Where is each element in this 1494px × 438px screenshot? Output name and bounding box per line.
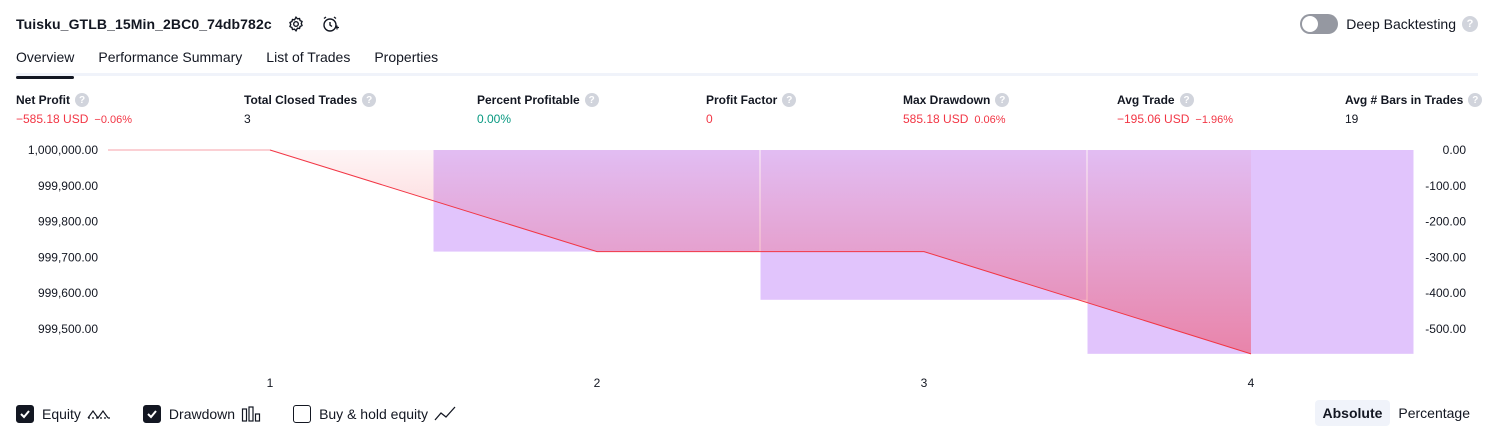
metric-label: Percent Profitable: [477, 93, 580, 107]
buy-hold-label: Buy & hold equity: [319, 406, 429, 422]
metric-value: 3: [244, 112, 251, 126]
metric-max-drawdown: Max Drawdown? 585.18 USD 0.06%: [903, 93, 1010, 126]
x-axis-tick-label: 2: [594, 376, 601, 390]
report-header: Tuisku_GTLB_15Min_2BC0_74db782c: [16, 12, 340, 36]
right-axis-tick-label: -300.00: [1425, 250, 1466, 264]
left-axis-tick-label: 1,000,000.00: [28, 143, 98, 157]
deep-backtesting-label: Deep Backtesting: [1346, 16, 1456, 32]
deep-backtesting-toggle[interactable]: [1300, 14, 1339, 34]
x-axis-tick-label: 1: [267, 376, 274, 390]
metric-label: Avg Trade: [1117, 93, 1175, 107]
metric-percent: −0.06%: [94, 114, 133, 126]
equity-area: [270, 150, 1251, 354]
metric-value: −195.06 USD: [1117, 112, 1190, 126]
left-axis-tick-label: 999,600.00: [38, 286, 98, 300]
bars-icon: [241, 406, 261, 422]
metric-percent: −1.96%: [1195, 114, 1234, 126]
metric-total-closed-trades: Total Closed Trades? 3: [244, 93, 377, 126]
help-icon[interactable]: ?: [1468, 93, 1483, 107]
metric-percent-profitable: Percent Profitable? 0.00%: [477, 93, 599, 126]
metric-value: 0.00%: [477, 112, 512, 126]
metric-avg-trade: Avg Trade? −195.06 USD −1.96%: [1117, 93, 1233, 126]
metric-value: 585.18 USD: [903, 112, 969, 126]
chart-legend: Equity Drawdown Buy & hold equity: [16, 402, 488, 426]
left-axis-tick-label: 999,500.00: [38, 322, 98, 336]
equity-line-icon: [87, 406, 111, 422]
drawdown-checkbox[interactable]: [142, 405, 161, 423]
right-axis-tick-label: -400.00: [1425, 286, 1466, 300]
right-axis-tick-label: 0.00: [1443, 143, 1467, 157]
help-icon[interactable]: ?: [1462, 16, 1478, 32]
absolute-button[interactable]: Absolute: [1314, 400, 1391, 426]
tab-overview[interactable]: Overview: [16, 46, 75, 79]
legend-buy-hold-equity[interactable]: Buy & hold equity: [293, 405, 456, 423]
left-axis-tick-label: 999,900.00: [38, 179, 98, 193]
help-icon[interactable]: ?: [362, 93, 377, 107]
equity-chart[interactable]: 1,000,000.00 999,900.00 999,800.00 999,700.…: [0, 136, 1494, 398]
help-icon[interactable]: ?: [1179, 93, 1194, 107]
metric-percent: 0.06%: [974, 114, 1006, 126]
buy-hold-checkbox[interactable]: [293, 405, 312, 423]
metric-label: Max Drawdown: [903, 93, 991, 107]
metric-label: Total Closed Trades: [244, 93, 358, 107]
metric-value: 0: [706, 112, 713, 126]
right-axis-tick-label: -100.00: [1425, 179, 1466, 193]
metric-net-profit: Net Profit? −585.18 USD −0.06%: [16, 93, 132, 126]
metric-value: −585.18 USD: [16, 112, 89, 126]
x-axis-tick-label: 3: [921, 376, 928, 390]
metric-label: Avg # Bars in Trades: [1345, 93, 1464, 107]
equity-checkbox[interactable]: [16, 405, 34, 423]
deep-backtesting: Deep Backtesting ?: [1300, 13, 1478, 35]
legend-equity[interactable]: Equity: [16, 405, 111, 423]
metrics-row: Net Profit? −585.18 USD −0.06% Total Clos…: [16, 93, 1483, 133]
trend-line-icon: [434, 406, 456, 422]
help-icon[interactable]: ?: [584, 93, 599, 107]
tab-list-of-trades[interactable]: List of Trades: [266, 49, 351, 65]
alarm-clock-plus-icon[interactable]: [320, 14, 340, 34]
metric-profit-factor: Profit Factor? 0: [706, 93, 797, 126]
tab-performance-summary[interactable]: Performance Summary: [98, 49, 243, 65]
right-axis-tick-label: -500.00: [1425, 322, 1466, 336]
legend-drawdown[interactable]: Drawdown: [142, 405, 261, 423]
report-tabs: Overview Performance Summary List of Tra…: [16, 46, 1478, 79]
help-icon[interactable]: ?: [995, 93, 1010, 107]
right-axis-tick-label: -200.00: [1425, 215, 1466, 229]
drawdown-label: Drawdown: [168, 406, 236, 422]
percentage-button[interactable]: Percentage: [1398, 405, 1470, 421]
metric-label: Profit Factor: [706, 93, 778, 107]
metric-avg-bars-in-trades: Avg # Bars in Trades? 19: [1345, 93, 1483, 126]
metric-value: 19: [1345, 112, 1359, 126]
metric-label: Net Profit: [16, 93, 70, 107]
left-axis-tick-label: 999,800.00: [38, 215, 98, 229]
scale-mode-switch: Absolute Percentage: [1314, 400, 1479, 426]
gear-icon[interactable]: [286, 14, 306, 34]
strategy-title: Tuisku_GTLB_15Min_2BC0_74db782c: [16, 16, 272, 32]
help-icon[interactable]: ?: [782, 93, 797, 107]
tab-properties[interactable]: Properties: [374, 49, 439, 65]
left-axis-tick-label: 999,700.00: [38, 250, 98, 264]
x-axis-tick-label: 4: [1248, 376, 1255, 390]
equity-line: [269, 149, 1252, 355]
equity-label: Equity: [42, 406, 81, 422]
help-icon[interactable]: ?: [75, 93, 89, 107]
